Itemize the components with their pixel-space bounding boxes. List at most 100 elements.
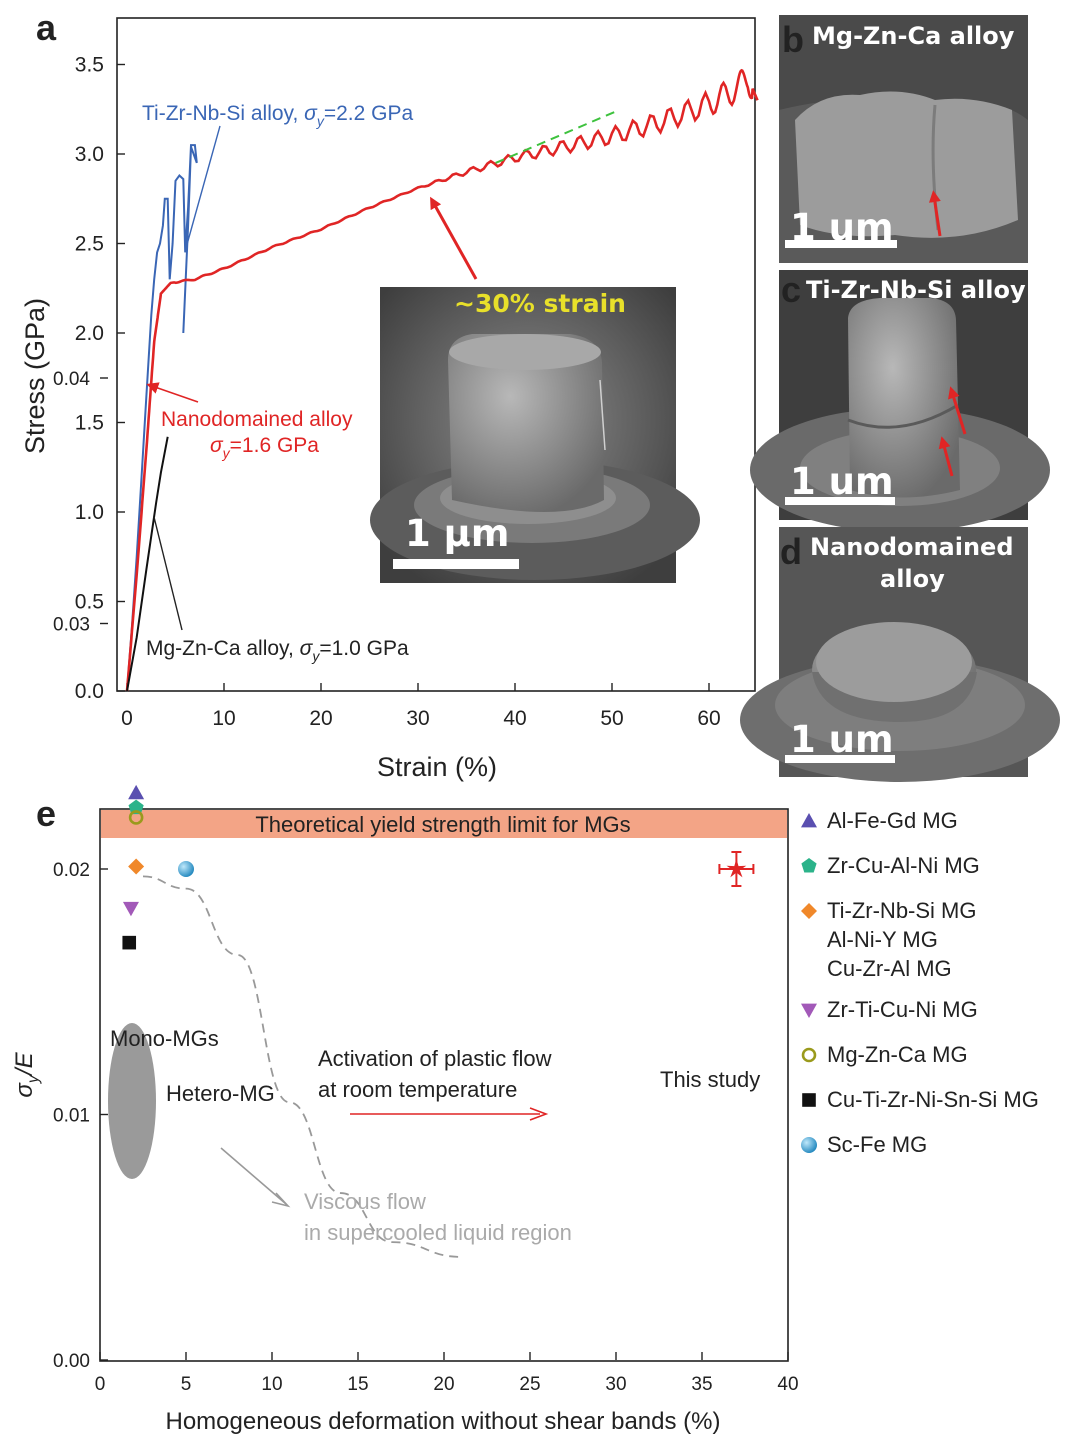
panel-e-axes: 0 5 10 15 20 25 30 35 400.000.010.020.030.04 bbox=[53, 369, 799, 1395]
viscous-line2: in supercooled liquid region bbox=[304, 1220, 572, 1245]
legend-marker bbox=[801, 1047, 817, 1063]
panel-d-title-line1: Nanodomained bbox=[810, 533, 1014, 561]
legend-marker bbox=[801, 1137, 817, 1153]
panel-b-label: b bbox=[782, 19, 804, 60]
mono-mgs-label: Mono-MGs bbox=[110, 1026, 219, 1051]
x-tick-label: 20 bbox=[433, 1374, 454, 1395]
panel-e-points bbox=[122, 784, 755, 950]
panel-d-label: d bbox=[780, 531, 802, 572]
legend-label: Al-Ni-Y MG bbox=[827, 927, 938, 952]
panel-d-scale: 1 um bbox=[790, 718, 894, 761]
x-tick-label: 30 bbox=[406, 707, 429, 730]
y-tick-label: 0.02 bbox=[53, 860, 90, 881]
panel-e-label: e bbox=[36, 793, 56, 834]
point-al-fe-gd-mg bbox=[128, 784, 145, 800]
panel-a-series bbox=[125, 68, 759, 692]
panel-e-ylabel: σy/E bbox=[11, 1051, 42, 1097]
viscous-pointer-head bbox=[271, 1192, 291, 1208]
x-tick-label: 20 bbox=[309, 707, 332, 730]
this-study-label: This study bbox=[660, 1067, 760, 1092]
legend-label: Ti-Zr-Nb-Si MG bbox=[827, 898, 977, 923]
y-tick-label: 0.00 bbox=[53, 1351, 90, 1372]
mono-mgs-cluster bbox=[108, 1023, 156, 1179]
panel-b-title: Mg-Zn-Ca alloy bbox=[812, 22, 1015, 50]
series-line-ti-zr-nb-si-alloy bbox=[126, 144, 198, 692]
sem-panel-d bbox=[740, 527, 1060, 782]
x-tick-label: 5 bbox=[181, 1374, 192, 1395]
point-ti-zr-nb-si-mg bbox=[128, 858, 145, 875]
legend-marker bbox=[801, 903, 817, 919]
nano-pointer bbox=[146, 382, 199, 403]
x-tick-label: 0 bbox=[95, 1374, 106, 1395]
viscous-flow-curve bbox=[142, 875, 462, 1258]
y-tick-label: 3.5 bbox=[75, 54, 104, 77]
panel-e-xlabel: Homogeneous deformation without shear ba… bbox=[166, 1408, 721, 1435]
panel-c-scale: 1 um bbox=[790, 460, 894, 503]
legend-marker bbox=[802, 1093, 816, 1107]
panel-c-label: c bbox=[781, 269, 801, 310]
activation-line1: Activation of plastic flow bbox=[318, 1046, 552, 1071]
inset-title: ~30% strain bbox=[454, 289, 626, 318]
inset-pointer bbox=[430, 196, 478, 280]
point-sc-fe-mg bbox=[178, 861, 194, 877]
y-tick-label: 0.04 bbox=[53, 369, 90, 390]
point-zr-ti-cu-ni-mg bbox=[122, 901, 139, 917]
y-tick-label: 1.0 bbox=[75, 501, 104, 524]
x-tick-label: 60 bbox=[697, 707, 720, 730]
x-tick-label: 15 bbox=[347, 1374, 368, 1395]
y-tick-label: 0.5 bbox=[75, 591, 104, 614]
sem-panel-c bbox=[750, 270, 1050, 532]
series-line-mg-zn-ca-alloy bbox=[126, 436, 169, 692]
panel-a-label: a bbox=[36, 7, 57, 48]
x-tick-label: 30 bbox=[605, 1374, 626, 1395]
series-line-nanodomained-alloy bbox=[125, 68, 759, 692]
panel-a-xlabel: Strain (%) bbox=[377, 752, 497, 782]
point-mg-zn-ca-mg bbox=[128, 810, 144, 825]
legend-marker bbox=[801, 813, 817, 828]
y-tick-label: 2.0 bbox=[75, 322, 104, 345]
viscous-pointer bbox=[220, 1147, 287, 1205]
panel-a-frame bbox=[116, 17, 756, 692]
theoretical-limit-band bbox=[101, 810, 787, 838]
y-tick-label: 2.5 bbox=[75, 233, 104, 256]
activation-arrow-head bbox=[529, 1107, 549, 1121]
legend-label: Cu-Ti-Zr-Ni-Sn-Si MG bbox=[827, 1087, 1039, 1112]
fit-line bbox=[495, 110, 618, 164]
panel-e-frame bbox=[99, 808, 789, 1362]
y-tick-label: 0.03 bbox=[53, 615, 90, 636]
legend-label: Mg-Zn-Ca MG bbox=[827, 1042, 968, 1067]
ti-pointer bbox=[185, 125, 221, 249]
legend-marker bbox=[801, 1003, 817, 1018]
ti-annotation: Ti-Zr-Nb-Si alloy, σy=2.2 GPa bbox=[142, 102, 413, 129]
x-tick-label: 50 bbox=[600, 707, 623, 730]
legend-label: Zr-Ti-Cu-Ni MG bbox=[827, 997, 978, 1022]
legend-label: Zr-Cu-Al-Ni MG bbox=[827, 853, 980, 878]
panel-b-scale: 1 um bbox=[790, 206, 894, 249]
x-tick-label: 40 bbox=[503, 707, 526, 730]
y-tick-label: 3.0 bbox=[75, 143, 104, 166]
legend-label: Sc-Fe MG bbox=[827, 1132, 927, 1157]
y-tick-label: 0.0 bbox=[75, 680, 104, 703]
theoretical-limit-label: Theoretical yield strength limit for MGs bbox=[255, 812, 630, 837]
panel-a-ylabel: Stress (GPa) bbox=[20, 298, 50, 454]
point-cu-ti-zr-ni-sn-si-mg bbox=[122, 935, 137, 950]
legend-label: Cu-Zr-Al MG bbox=[827, 956, 952, 981]
mg-pointer bbox=[153, 516, 183, 631]
x-tick-label: 10 bbox=[261, 1374, 282, 1395]
y-tick-label: 0.01 bbox=[53, 1106, 90, 1127]
sem-panel-b bbox=[779, 15, 1028, 263]
x-tick-label: 35 bbox=[691, 1374, 712, 1395]
mg-annotation: Mg-Zn-Ca alloy, σy=1.0 GPa bbox=[146, 637, 409, 664]
activation-line2: at room temperature bbox=[318, 1077, 517, 1102]
viscous-curve-path bbox=[142, 875, 462, 1258]
panel-c-title: Ti-Zr-Nb-Si alloy bbox=[806, 276, 1026, 304]
x-tick-label: 10 bbox=[212, 707, 235, 730]
legend-label: Al-Fe-Gd MG bbox=[827, 808, 958, 833]
panel-d-title-line2: alloy bbox=[880, 565, 945, 593]
x-tick-label: 40 bbox=[777, 1374, 798, 1395]
point-zr-cu-al-ni-mg bbox=[128, 799, 144, 815]
legend-marker bbox=[801, 858, 817, 873]
panel-a-axes: 0 10 20 30 40 50 60 0.0 0.5 1.0 1.5 2.0 2.5 3.0 3.5 bbox=[75, 54, 721, 731]
viscous-line1: Viscous flow bbox=[304, 1189, 426, 1214]
